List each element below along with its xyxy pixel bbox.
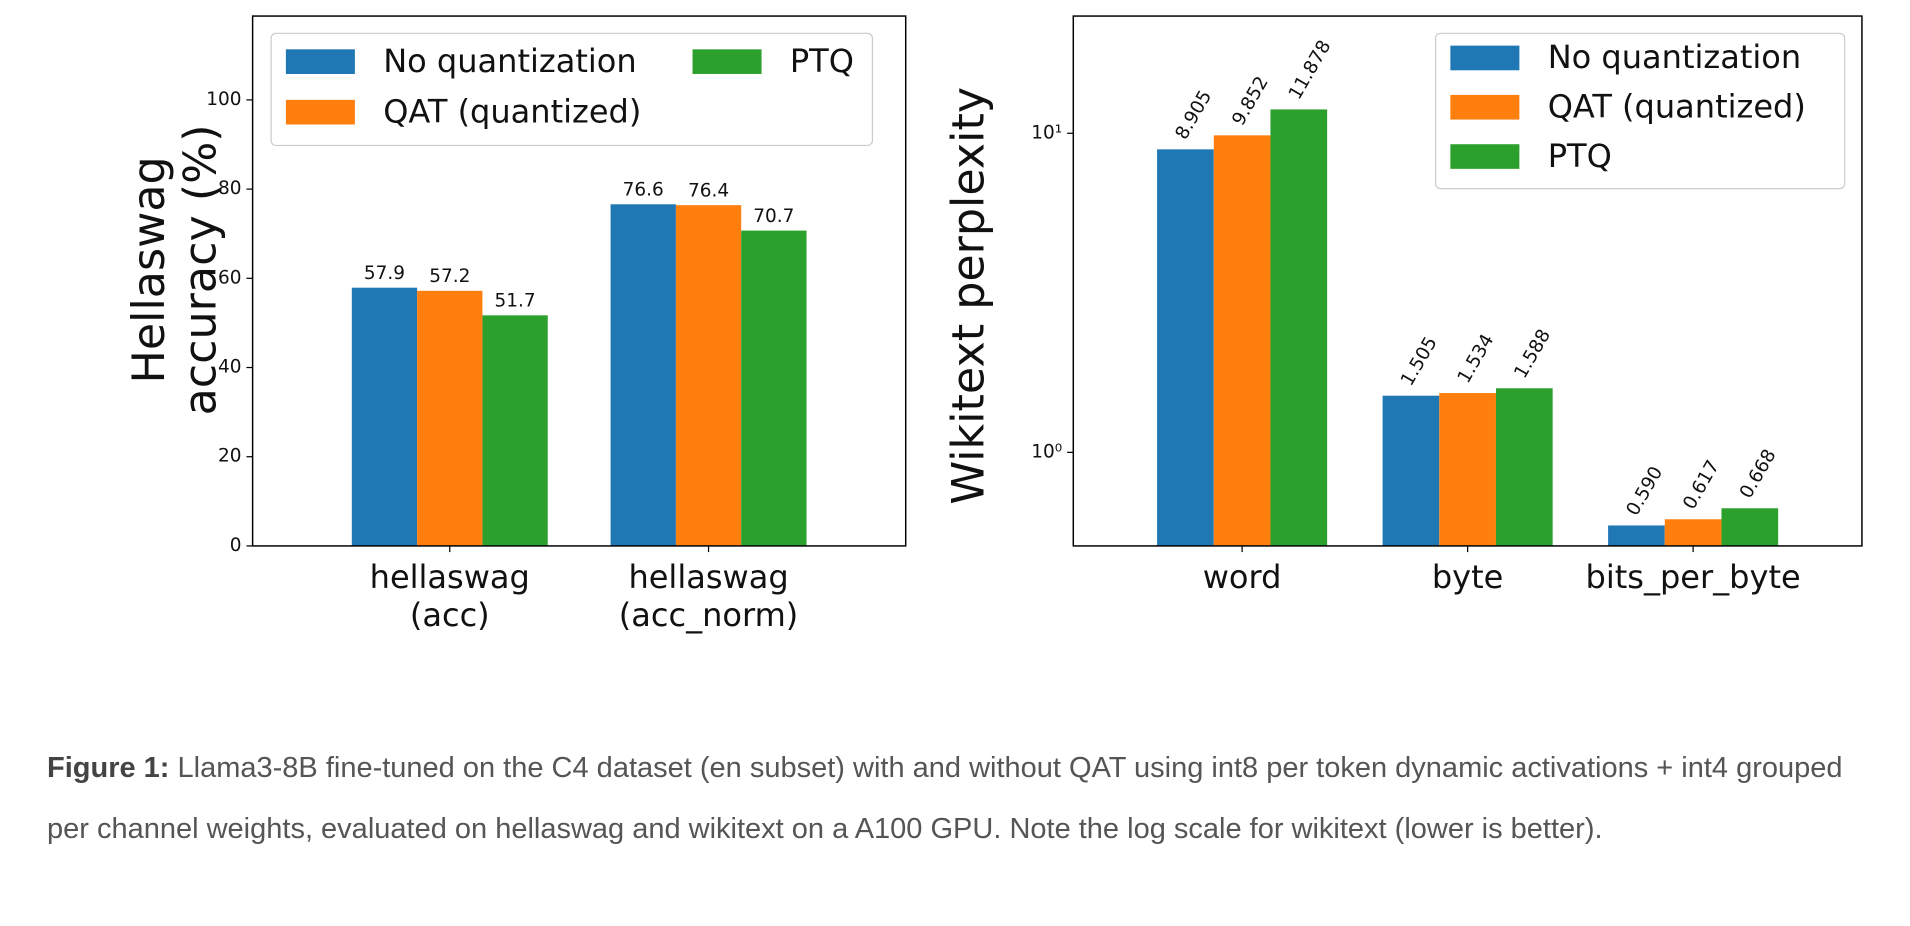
y-tick-label: 60 [218,267,242,288]
value-label: 8.905 [1172,87,1217,143]
value-label: 0.668 [1736,446,1781,502]
y-tick-label: 100 [206,89,241,110]
legend-swatch [1450,94,1520,120]
value-label: 51.7 [495,291,536,312]
value-label: 70.7 [753,206,794,227]
legend-swatch [285,99,355,125]
value-label: 0.617 [1679,457,1724,513]
bar [1213,135,1271,546]
bar [1382,395,1440,546]
bar [1721,508,1779,546]
x-tick-label: byte [1432,558,1504,596]
y-axis-label: Wikitext perplexity [943,87,994,505]
legend-label: QAT (quantized) [1548,87,1806,125]
y-tick-label: 20 [218,446,242,467]
legend-label: PTQ [1548,137,1612,175]
axes-frame [251,15,907,547]
legend-swatch [285,49,355,74]
bar [1495,388,1553,546]
value-label: 57.9 [364,263,405,284]
bar [1270,109,1328,546]
y-axis-label: Hellaswagaccuracy (%) [124,124,227,415]
legend-swatch [1450,144,1520,169]
bar [675,205,742,546]
value-label: 1.505 [1397,333,1442,389]
value-label: 0.590 [1623,463,1668,519]
bar [610,204,676,546]
caption-label: Figure 1: [47,752,170,784]
value-label: 76.6 [623,180,664,201]
caption: Figure 1: Llama3-8B fine-tuned on the C4… [47,738,1877,860]
legend-label: PTQ [790,42,854,80]
x-tick-label: hellaswag (acc_norm) [619,558,798,634]
x-tick-label: bits_per_byte [1586,558,1801,596]
legend-label: No quantization [1548,38,1801,76]
figure: 0 20 40 60 80 100 hellaswag (acc) 57.9 57.2 51.7 he… [124,15,1863,634]
value-label: 1.588 [1510,326,1555,382]
value-label: 11.878 [1285,37,1335,103]
legend-label: QAT (quantized) [383,92,641,130]
legend-swatch [692,49,762,74]
legend-swatch [1450,45,1520,71]
bar [1439,393,1496,546]
legend-box [1434,32,1846,190]
caption-text: Llama3-8B fine-tuned on the C4 dataset (… [47,752,1843,845]
y-tick-label: 0 [230,535,242,556]
bar [1157,149,1214,546]
value-label: 76.4 [688,181,729,202]
y-tick-label: 10¹ [1031,122,1062,143]
value-label: 9.852 [1228,73,1273,129]
bar [351,287,418,546]
axes-frame [1072,15,1863,547]
y-tick-label: 10⁰ [1031,441,1062,462]
x-tick-label: hellaswag (acc) [370,558,530,634]
bar [482,315,548,546]
value-label: 57.2 [429,266,470,287]
value-label: 1.534 [1454,331,1499,387]
x-tick-label: word [1203,558,1282,596]
bar [417,290,483,546]
bar [741,230,807,546]
y-tick-label: 40 [218,357,242,378]
legend-label: No quantization [383,42,636,80]
bar [1608,525,1665,546]
bar [1664,519,1722,546]
y-tick-label: 80 [218,178,242,199]
